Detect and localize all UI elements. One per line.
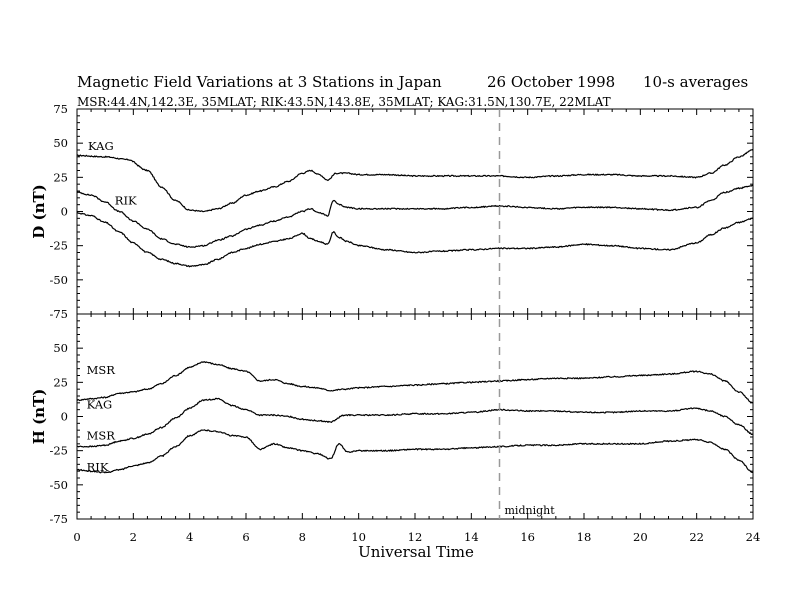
x-tick-label: 22 xyxy=(689,530,704,544)
station-label-msr: MSR xyxy=(87,429,116,443)
trace-h-msr xyxy=(76,397,754,448)
station-info: MSR:44.4N,142.3E, 35MLAT; RIK:43.5N,143.… xyxy=(77,95,611,109)
trace-d-kag xyxy=(76,149,754,213)
x-tick-label: 20 xyxy=(633,530,648,544)
y-tick-label-d: 25 xyxy=(53,170,68,184)
y-tick-label-d: 75 xyxy=(53,102,68,116)
x-axis-label: Universal Time xyxy=(358,543,474,561)
station-label-rik: RIK xyxy=(115,194,137,208)
x-tick-label: 10 xyxy=(351,530,366,544)
x-tick-label: 6 xyxy=(242,530,249,544)
x-tick-label: 8 xyxy=(299,530,306,544)
y-tick-label-d: -25 xyxy=(49,239,68,253)
trace-h-rik xyxy=(76,429,754,474)
y-tick-label-h: 50 xyxy=(53,341,68,355)
x-tick-label: 16 xyxy=(520,530,535,544)
x-tick-label: 0 xyxy=(73,530,80,544)
y-axis-label-d: D (nT) xyxy=(30,184,48,239)
station-label-kag: KAG xyxy=(88,139,114,153)
panel-frame-d xyxy=(76,108,754,315)
midnight-annotation: midnight xyxy=(505,504,556,517)
trace-d-rik xyxy=(76,184,754,248)
station-label-rik: RIK xyxy=(87,460,109,474)
y-tick-label-h: 0 xyxy=(61,410,68,424)
y-tick-label-h: 25 xyxy=(53,375,68,389)
y-tick-label-h: -50 xyxy=(49,478,68,492)
trace-h-kag xyxy=(76,361,754,404)
y-tick-label-d: 50 xyxy=(53,136,68,150)
x-tick-label: 18 xyxy=(577,530,592,544)
plot-area: 75 50 25 0 -25 -50 -75 D (nT) KAG RIK 50 25 0 -25 -50 -… xyxy=(30,102,760,544)
x-tick-label: 12 xyxy=(408,530,423,544)
trace-d-msr xyxy=(76,212,754,268)
x-tick-label: 2 xyxy=(130,530,137,544)
station-label-msr: MSR xyxy=(87,363,116,377)
x-tick-label: 14 xyxy=(464,530,479,544)
chart-date: 26 October 1998 xyxy=(487,73,615,91)
chart-title: Magnetic Field Variations at 3 Stations … xyxy=(77,73,442,91)
x-tick-label: 4 xyxy=(186,530,193,544)
chart-averaging: 10-s averages xyxy=(643,73,748,91)
y-axis-label-h: H (nT) xyxy=(30,389,48,445)
y-tick-label-h: -25 xyxy=(49,444,68,458)
x-tick-label: 24 xyxy=(746,530,761,544)
y-tick-label-d: 0 xyxy=(61,205,68,219)
y-tick-label-h: -75 xyxy=(49,512,68,526)
station-label-kag: KAG xyxy=(87,397,113,411)
y-tick-label-d: -50 xyxy=(49,273,68,287)
y-tick-label-d: -75 xyxy=(49,307,68,321)
